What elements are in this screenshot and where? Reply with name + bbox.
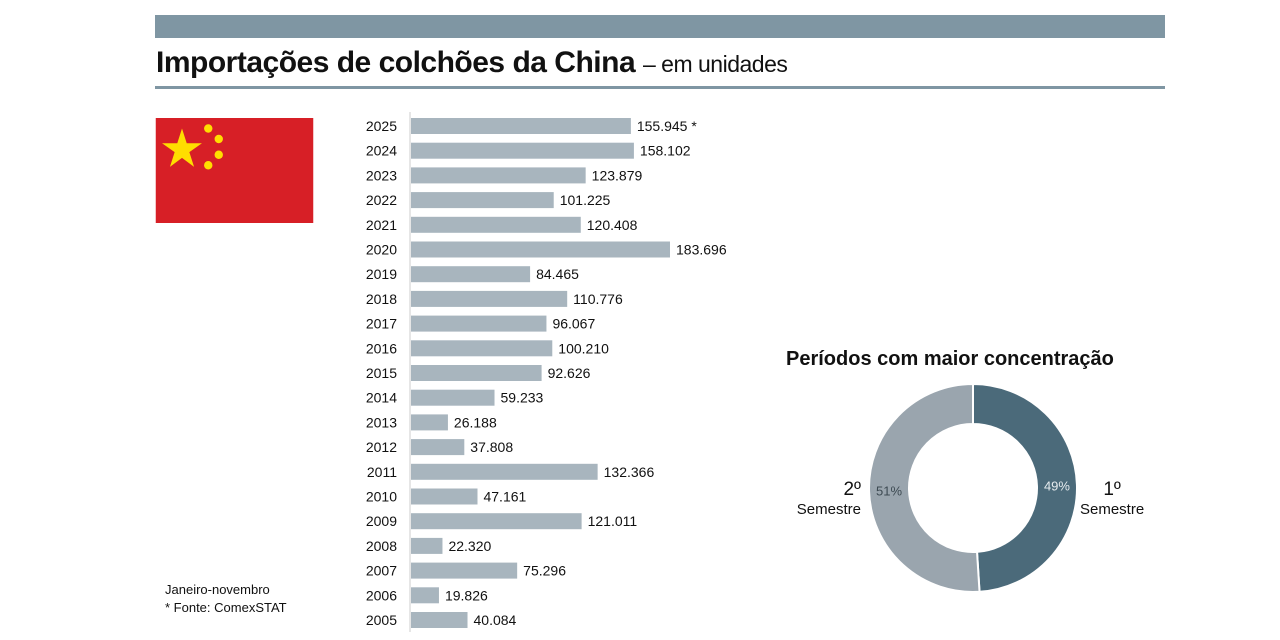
legend-second-sub: Semestre xyxy=(796,501,861,518)
bar xyxy=(411,389,495,406)
legend-second: 2º Semestre xyxy=(781,480,861,520)
bar-value-label: 96.067 xyxy=(552,316,595,332)
bar-value-label: 37.808 xyxy=(470,439,513,455)
year-tick-label: 2012 xyxy=(366,439,397,455)
year-tick-label: 2014 xyxy=(366,390,397,406)
legend-first-sub: Semestre xyxy=(1080,501,1145,518)
bar-value-label: 19.826 xyxy=(445,587,488,603)
bar xyxy=(411,340,553,357)
year-tick-label: 2025 xyxy=(366,118,397,134)
year-tick-label: 2007 xyxy=(366,563,397,579)
header-bar xyxy=(155,15,1165,38)
donut-title: Períodos com maior concentração xyxy=(786,348,1114,370)
page-title: Importações de colchões da China – em un… xyxy=(156,46,788,80)
bar-value-label: 40.084 xyxy=(474,612,517,628)
legend-second-name: 2º xyxy=(843,479,861,500)
bar-value-label: 120.408 xyxy=(587,217,638,233)
year-tick-label: 2017 xyxy=(366,316,397,332)
year-tick-label: 2015 xyxy=(366,365,397,381)
year-tick-label: 2024 xyxy=(366,143,397,159)
bar-value-label: 101.225 xyxy=(560,192,611,208)
year-tick-label: 2022 xyxy=(366,192,397,208)
donut-slice xyxy=(972,382,1078,593)
year-tick-label: 2013 xyxy=(366,414,397,430)
bar-value-label: 59.233 xyxy=(501,390,544,406)
bar xyxy=(411,315,547,332)
bar-value-label: 123.879 xyxy=(592,167,643,183)
title-main: Importações de colchões da China xyxy=(156,46,636,79)
legend-first: 1º Semestre xyxy=(1080,480,1144,520)
bar xyxy=(411,587,439,604)
bar xyxy=(411,612,468,628)
note-source: * Fonte: ComexSTAT xyxy=(165,600,287,615)
bar xyxy=(411,118,631,134)
year-tick-label: 2020 xyxy=(366,242,397,258)
bar xyxy=(411,439,465,456)
year-tick-label: 2023 xyxy=(366,167,397,183)
donut-slice-label: 49% xyxy=(1044,478,1070,493)
bar xyxy=(411,414,448,431)
bar-value-label: 47.161 xyxy=(483,489,526,505)
bar-value-label: 92.626 xyxy=(548,365,591,381)
bar-value-label: 155.945 * xyxy=(637,118,697,134)
year-tick-label: 2005 xyxy=(366,612,397,628)
year-tick-label: 2018 xyxy=(366,291,397,307)
bar xyxy=(411,216,581,233)
year-tick-label: 2006 xyxy=(366,587,397,603)
bar-value-label: 110.776 xyxy=(573,291,623,307)
note-period: Janeiro-novembro xyxy=(165,582,270,597)
title-subtitle: – em unidades xyxy=(642,51,788,77)
bar-value-label: 22.320 xyxy=(448,538,491,554)
bar xyxy=(411,463,598,480)
year-tick-label: 2011 xyxy=(367,464,397,480)
donut-slice xyxy=(868,382,981,593)
bar-value-label: 121.011 xyxy=(588,513,638,529)
bar-value-label: 100.210 xyxy=(558,340,609,356)
bar xyxy=(411,537,443,554)
bar xyxy=(411,513,582,530)
year-tick-label: 2021 xyxy=(366,217,397,233)
bar xyxy=(411,167,586,184)
year-tick-label: 2009 xyxy=(366,513,397,529)
year-tick-label: 2016 xyxy=(366,340,397,356)
year-tick-label: 2010 xyxy=(366,489,397,505)
bar xyxy=(411,562,518,579)
bar-value-label: 75.296 xyxy=(523,563,566,579)
year-tick-label: 2019 xyxy=(366,266,397,282)
bar xyxy=(411,241,670,258)
donut-slice-label: 51% xyxy=(876,484,902,499)
bar-value-label: 84.465 xyxy=(536,266,579,282)
china-flag-icon xyxy=(155,118,314,223)
bar xyxy=(411,488,478,505)
bar xyxy=(411,142,634,159)
bar xyxy=(411,266,531,283)
bar-value-label: 158.102 xyxy=(640,143,691,159)
year-tick-label: 2008 xyxy=(366,538,397,554)
bar xyxy=(411,365,542,381)
bar xyxy=(411,192,554,209)
title-underline xyxy=(155,86,1165,89)
bar-value-label: 26.188 xyxy=(454,414,497,430)
bar-value-label: 183.696 xyxy=(676,242,727,258)
legend-first-name: 1º xyxy=(1103,479,1121,500)
bar xyxy=(411,290,568,307)
bar-value-label: 132.366 xyxy=(604,464,655,480)
